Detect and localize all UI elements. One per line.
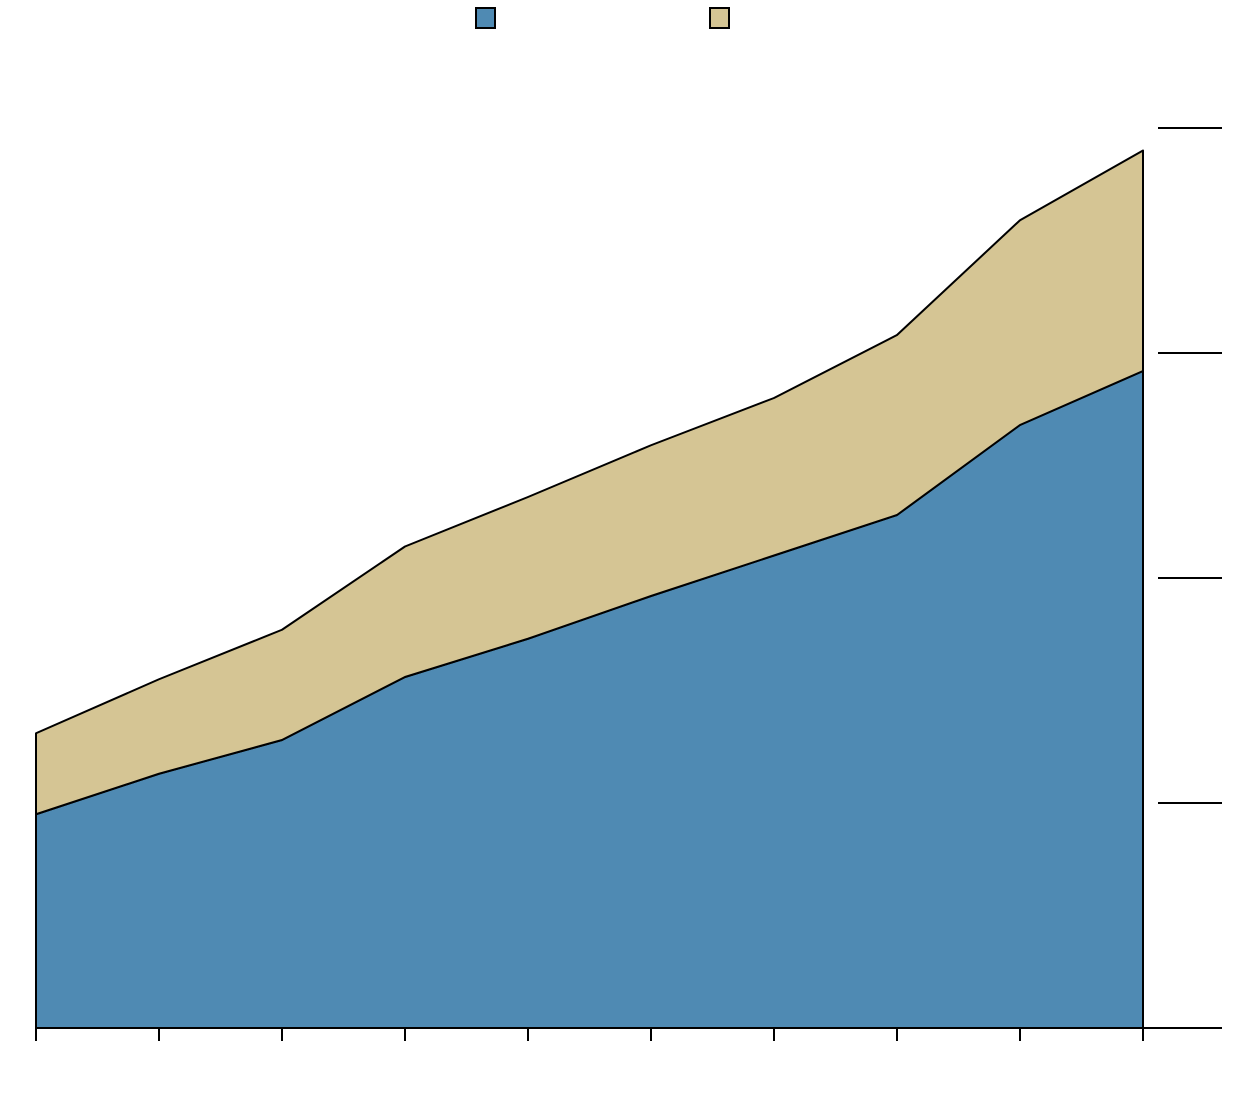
legend-swatch [475, 7, 496, 29]
legend-swatch [709, 7, 730, 29]
area [35, 149, 1144, 816]
